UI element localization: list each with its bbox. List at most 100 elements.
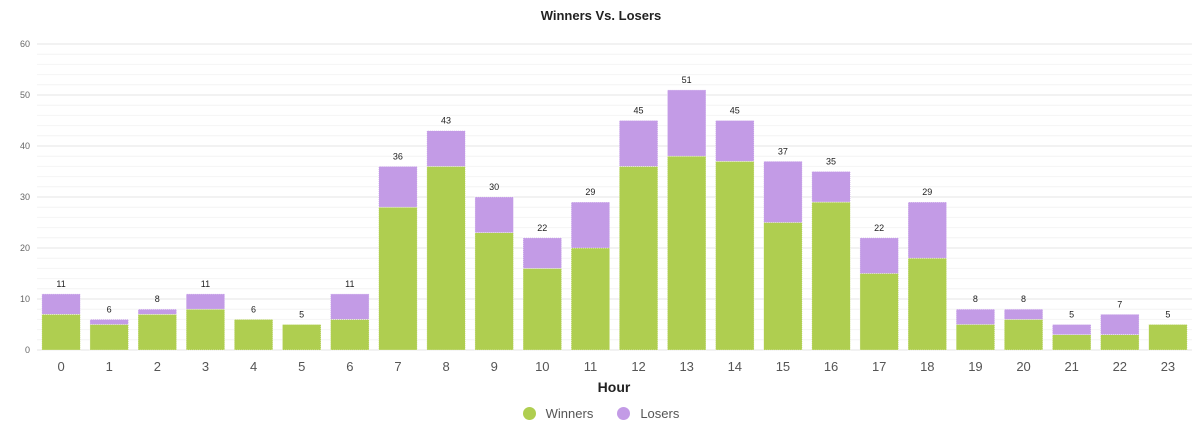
data-label-total: 37 [778, 146, 788, 156]
y-axis: 0 10 20 30 40 50 60 [20, 39, 30, 355]
x-tick-label: 7 [394, 359, 401, 374]
data-labels: 11 6 8 11 6 5 11 36 43 30 22 29 45 51 45 37 35 22 29 8 8 5 7 5 [56, 75, 1170, 320]
y-tick-label: 20 [20, 243, 30, 253]
bar-winners-5[interactable] [282, 324, 322, 351]
x-tick-label: 20 [1016, 359, 1030, 374]
bar-losers-9[interactable] [474, 196, 514, 234]
x-tick-label: 0 [57, 359, 64, 374]
bar-winners-2[interactable] [137, 313, 177, 351]
bar-losers-0[interactable] [41, 293, 81, 315]
bar-losers-12[interactable] [619, 120, 659, 167]
bar-losers-6[interactable] [330, 293, 370, 320]
bar-losers-16[interactable] [811, 171, 851, 203]
bar-losers-14[interactable] [715, 120, 755, 162]
bar-winners-14[interactable] [715, 161, 755, 351]
bar-losers-13[interactable] [667, 89, 707, 157]
data-label-total: 29 [585, 187, 595, 197]
bar-winners-11[interactable] [570, 247, 610, 351]
bar-losers-18[interactable] [907, 201, 947, 259]
x-tick-label: 14 [728, 359, 742, 374]
bar-winners-7[interactable] [378, 206, 418, 351]
y-tick-label: 0 [25, 345, 30, 355]
data-label-total: 5 [1165, 310, 1170, 320]
legend-item-losers[interactable]: Losers [617, 406, 679, 421]
x-tick-label: 13 [679, 359, 693, 374]
x-tick-label: 22 [1113, 359, 1127, 374]
legend-item-winners[interactable]: Winners [522, 406, 593, 421]
bar-winners-23[interactable] [1148, 324, 1188, 351]
bar-losers-2[interactable] [137, 308, 177, 315]
bar-winners-3[interactable] [185, 308, 225, 351]
data-label-total: 29 [922, 187, 932, 197]
data-label-total: 35 [826, 157, 836, 167]
bar-winners-8[interactable] [426, 166, 466, 351]
x-tick-label: 9 [491, 359, 498, 374]
data-label-total: 5 [299, 310, 304, 320]
y-tick-label: 50 [20, 90, 30, 100]
x-tick-label: 23 [1161, 359, 1175, 374]
bar-losers-21[interactable] [1052, 324, 1092, 335]
data-label-total: 45 [730, 106, 740, 116]
y-tick-label: 40 [20, 141, 30, 151]
bar-losers-3[interactable] [185, 293, 225, 310]
data-label-total: 30 [489, 182, 499, 192]
bar-winners-9[interactable] [474, 232, 514, 351]
bar-losers-7[interactable] [378, 166, 418, 208]
x-tick-label: 2 [154, 359, 161, 374]
bar-winners-16[interactable] [811, 201, 851, 351]
bar-winners-19[interactable] [955, 324, 995, 351]
legend-swatch-losers [617, 407, 631, 420]
bar-winners-21[interactable] [1052, 334, 1092, 351]
data-label-total: 11 [56, 279, 65, 289]
bar-losers-15[interactable] [763, 161, 803, 223]
bar-losers-8[interactable] [426, 130, 466, 167]
x-tick-label: 15 [776, 359, 790, 374]
bar-winners-22[interactable] [1100, 334, 1140, 351]
data-label-total: 6 [107, 304, 112, 314]
bar-winners-10[interactable] [522, 268, 562, 351]
bar-losers-22[interactable] [1100, 313, 1140, 335]
bar-winners-15[interactable] [763, 222, 803, 351]
bar-area [41, 89, 1188, 351]
data-label-total: 8 [1021, 294, 1026, 304]
bar-winners-17[interactable] [859, 273, 899, 351]
bar-losers-19[interactable] [955, 308, 995, 325]
bar-losers-10[interactable] [522, 237, 562, 269]
bar-winners-12[interactable] [619, 166, 659, 351]
bar-winners-4[interactable] [234, 319, 274, 351]
x-tick-label: 19 [968, 359, 982, 374]
y-tick-label: 60 [20, 39, 30, 49]
bar-winners-1[interactable] [89, 324, 129, 351]
bar-winners-0[interactable] [41, 313, 81, 351]
bar-winners-18[interactable] [907, 257, 947, 351]
bar-losers-1[interactable] [89, 319, 129, 325]
x-tick-label: 21 [1064, 359, 1078, 374]
x-tick-label: 8 [442, 359, 449, 374]
data-label-total: 36 [393, 151, 403, 161]
x-tick-label: 18 [920, 359, 934, 374]
x-tick-label: 3 [202, 359, 209, 374]
bar-losers-20[interactable] [1004, 308, 1044, 320]
x-tick-label: 4 [250, 359, 257, 374]
y-tick-label: 30 [20, 192, 30, 202]
data-label-total: 8 [155, 294, 160, 304]
x-tick-label: 10 [535, 359, 549, 374]
bar-losers-11[interactable] [570, 201, 610, 249]
y-tick-label: 10 [20, 294, 30, 304]
bar-winners-20[interactable] [1004, 319, 1044, 351]
data-label-total: 8 [973, 294, 978, 304]
x-tick-label: 1 [106, 359, 113, 374]
x-tick-label: 17 [872, 359, 886, 374]
chart-title: Winners Vs. Losers [540, 8, 662, 23]
bar-winners-6[interactable] [330, 319, 370, 351]
legend-label-losers: Losers [640, 406, 680, 421]
bar-losers-17[interactable] [859, 237, 899, 274]
bar-winners-13[interactable] [667, 155, 707, 351]
legend-swatch-winners [522, 407, 536, 420]
x-axis-title: Hour [598, 379, 631, 395]
grid-lines [37, 43, 1192, 351]
x-tick-label: 12 [631, 359, 645, 374]
data-label-total: 22 [537, 223, 547, 233]
x-tick-label: 6 [346, 359, 353, 374]
